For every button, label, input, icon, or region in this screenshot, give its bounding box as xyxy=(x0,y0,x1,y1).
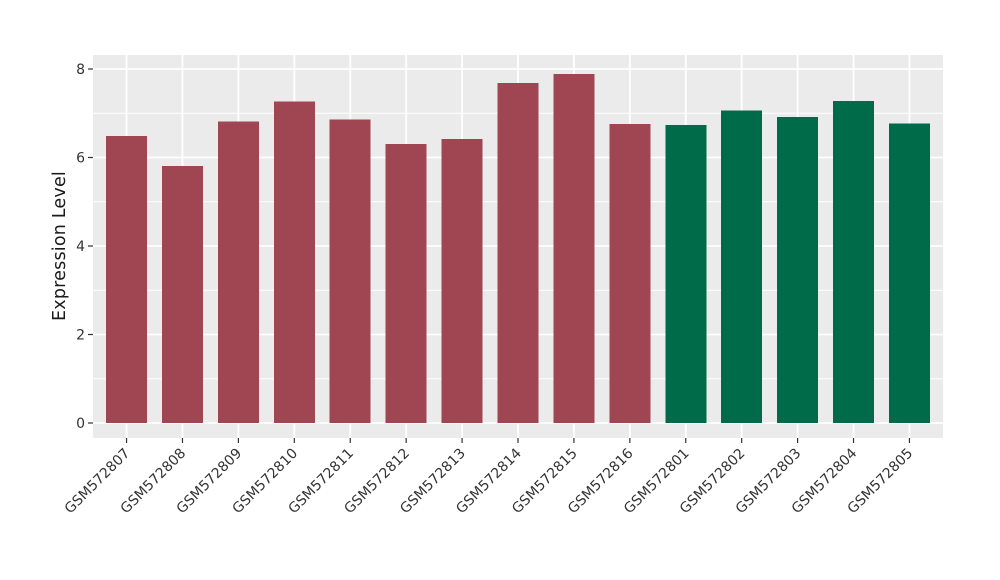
y-tick-label: 2 xyxy=(76,328,85,344)
bar-GSM572816 xyxy=(609,123,651,424)
y-tick-label: 6 xyxy=(76,151,85,167)
y-tick-label: 8 xyxy=(76,62,85,78)
bar-GSM572802 xyxy=(721,110,763,423)
bar-GSM572810 xyxy=(273,101,315,424)
y-tick-label: 4 xyxy=(76,239,85,255)
bar-GSM572804 xyxy=(833,100,875,424)
bar-GSM572805 xyxy=(888,123,930,424)
bar-GSM572803 xyxy=(777,117,819,424)
y-tick-label: 0 xyxy=(76,416,85,432)
bar-GSM572807 xyxy=(106,135,148,423)
bar-GSM572812 xyxy=(385,143,427,423)
bar-GSM572815 xyxy=(553,73,595,424)
bar-GSM572811 xyxy=(329,119,371,423)
bar-GSM572808 xyxy=(161,165,203,423)
bar-GSM572801 xyxy=(665,125,707,423)
bar-GSM572809 xyxy=(217,121,259,423)
bar-GSM572813 xyxy=(441,138,483,424)
bar-GSM572814 xyxy=(497,83,539,423)
